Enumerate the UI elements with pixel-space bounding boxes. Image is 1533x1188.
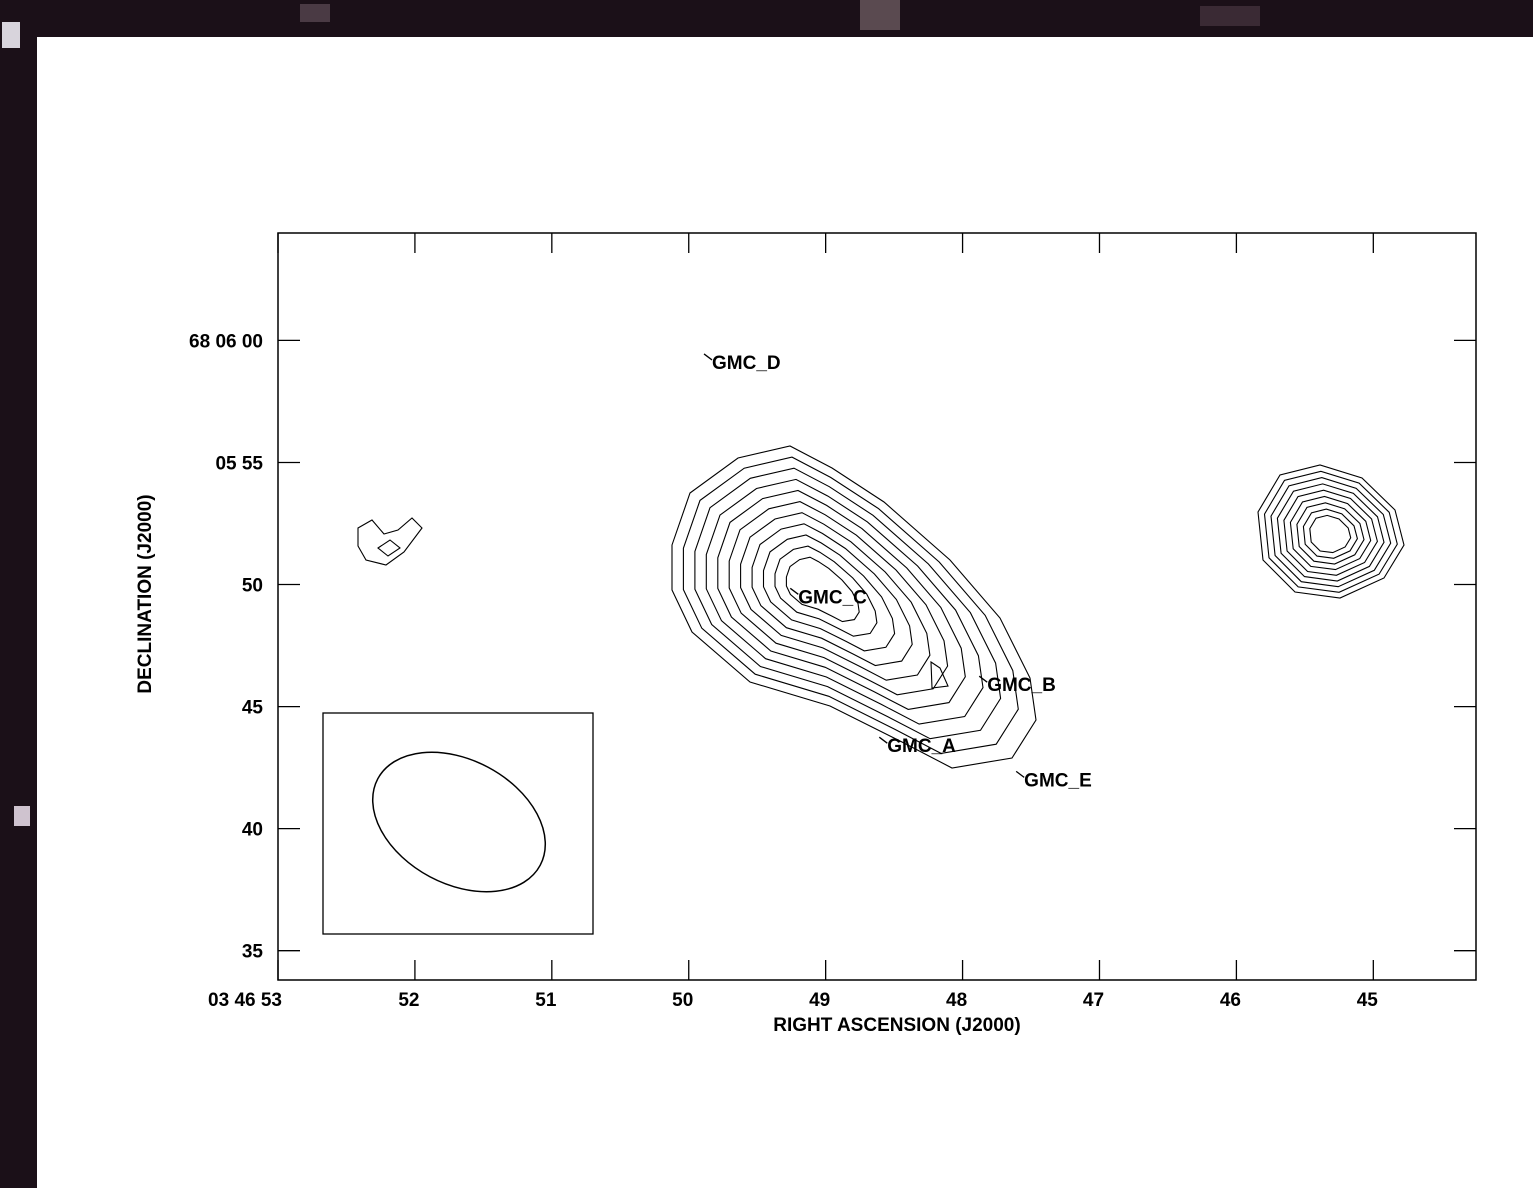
source-label: GMC_B — [987, 675, 1056, 696]
x-tick-label: 52 — [398, 990, 419, 1011]
x-tick-label: 03 46 53 — [208, 990, 282, 1011]
plot-frame — [278, 233, 1476, 980]
x-tick-label: 48 — [946, 990, 967, 1011]
source-marker — [1016, 771, 1024, 777]
source-marker — [790, 588, 798, 594]
x-tick-label: 51 — [535, 990, 557, 1011]
x-tick-label: 49 — [809, 990, 830, 1011]
y-tick-label: 05 55 — [215, 453, 263, 474]
contour — [1271, 478, 1391, 587]
chart: RIGHT ASCENSION (J2000) DECLINATION (J20… — [0, 0, 1533, 1188]
contour — [1290, 497, 1370, 570]
contour — [358, 518, 422, 565]
y-tick-label: 35 — [242, 942, 264, 963]
x-axis-label: RIGHT ASCENSION (J2000) — [773, 1015, 1020, 1036]
contour — [1310, 515, 1351, 552]
contour — [1258, 465, 1404, 598]
source-label: GMC_A — [887, 736, 956, 757]
source-marker — [704, 354, 712, 360]
source-marker — [979, 676, 987, 682]
x-tick-label: 45 — [1357, 990, 1379, 1011]
contour — [1297, 503, 1364, 564]
beam-box — [323, 713, 593, 934]
x-tick-label: 46 — [1220, 990, 1241, 1011]
contour — [378, 540, 400, 556]
y-tick-label: 45 — [242, 698, 264, 719]
x-tick-label: 50 — [672, 990, 693, 1011]
page: RIGHT ASCENSION (J2000) DECLINATION (J20… — [0, 0, 1533, 1188]
source-label: GMC_E — [1024, 770, 1092, 791]
x-tick-label: 47 — [1083, 990, 1104, 1011]
y-tick-label: 40 — [242, 820, 263, 841]
beam-ellipse — [349, 724, 570, 920]
contour-map — [358, 446, 1404, 768]
source-marker — [879, 737, 887, 743]
source-label: GMC_C — [798, 587, 867, 608]
y-tick-label: 50 — [242, 576, 263, 597]
y-axis-label: DECLINATION (J2000) — [135, 494, 156, 693]
source-label: GMC_D — [712, 353, 781, 374]
contour — [931, 662, 948, 688]
y-tick-label: 68 06 00 — [189, 331, 263, 352]
